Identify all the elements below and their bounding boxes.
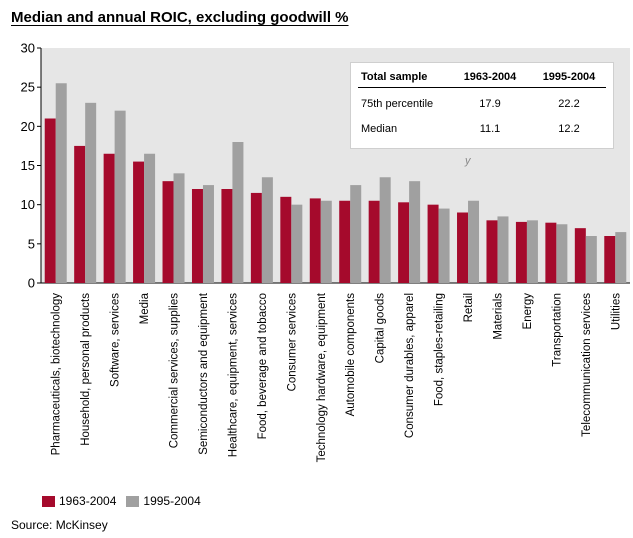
bar-series-1 [74,145,86,283]
x-tick-label: Media [139,292,151,324]
x-tick-label: Pharmaceuticals, biotechnology [51,293,63,456]
bar-series-1 [574,228,586,283]
bar-series-2 [144,153,156,283]
x-tick-label: Utilities [610,293,622,330]
y-tick-label: 5 [28,236,35,251]
x-tick-label: Automobile components [345,293,357,417]
bar-series-2 [85,102,97,283]
stats-header-period-2: 1995-2004 [542,71,596,83]
bar-series-2 [556,224,568,283]
stats-header-label: Total sample [361,71,428,83]
x-tick-label: Commercial services, supplies [169,293,181,449]
bar-series-1 [280,196,292,283]
legend-label: 1963-2004 [59,494,117,508]
legend-label: 1995-2004 [143,494,201,508]
x-tick-label: Consumer durables, apparel [404,293,416,438]
stats-divider [358,87,606,88]
bar-series-2 [379,177,391,283]
bar-series-1 [604,236,616,283]
bar-series-2 [497,216,509,283]
stats-cell: 17.9 [479,98,501,110]
x-tick-label: Technology hardware, equipment [316,292,328,462]
x-tick-label: Transportation [551,293,563,367]
stats-cell: 11.1 [479,123,501,135]
x-tick-label: Materials [492,293,504,340]
legend-item-1963-2004: 1963-2004 [42,494,116,508]
x-tick-label: Food, staples-retailing [434,293,446,406]
bar-series-1 [191,189,203,283]
bar-series-2 [55,83,67,283]
x-tick-label: Household, personal products [80,293,92,446]
bar-series-1 [162,181,174,283]
stats-row-label: 75th percentile [361,98,434,110]
bar-series-1 [427,204,439,283]
bar-series-1 [44,118,56,283]
bar-series-1 [486,220,498,283]
bar-series-2 [350,185,362,283]
bar-series-1 [309,198,321,283]
bar-series-2 [468,200,480,283]
bar-series-2 [409,181,421,283]
bar-series-2 [615,232,627,283]
stats-header-period-1: 1963-2004 [463,71,517,83]
bar-series-1 [250,192,262,283]
x-tick-label: Consumer services [286,293,298,392]
legend-swatch [42,495,55,507]
bar-series-2 [320,200,332,283]
bar-series-1 [133,161,145,283]
x-tick-label: Healthcare, equipment, services [227,293,239,458]
bar-series-2 [232,142,244,283]
bar-series-2 [114,110,126,284]
stats-cell: 12.2 [558,123,580,135]
stats-row-label: Median [361,123,398,135]
bar-series-1 [103,153,115,283]
legend-item-1995-2004: 1995-2004 [126,494,201,508]
x-tick-label: Energy [522,293,534,330]
bar-series-2 [438,208,450,283]
bar-series-1 [221,189,233,283]
bars [44,83,627,284]
summary-stats-table: Total sample 1963-2004 1995-2004 75th pe… [350,62,614,149]
bar-series-1 [515,221,527,283]
stray-mark: y [464,155,472,167]
bar-series-2 [261,177,273,283]
bar-series-2 [202,185,214,283]
stats-header-row: Total sample 1963-2004 1995-2004 [351,71,613,91]
bar-series-1 [545,222,557,283]
y-tick-label: 20 [21,119,35,134]
stats-cell: 22.2 [558,98,580,110]
bar-series-2 [291,204,303,283]
stats-row-75th: 75th percentile 17.9 22.2 [351,98,613,118]
bar-series-1 [368,200,380,283]
y-tick-label: 25 [21,80,35,95]
bar-series-1 [339,200,351,283]
bar-series-1 [457,212,469,283]
y-tick-label: 10 [21,197,35,212]
x-tick-label: Capital goods [375,293,387,364]
y-tick-label: 0 [28,276,35,291]
x-tick-label: Software, services [110,293,122,387]
x-axis-labels: Pharmaceuticals, biotechnology Household,… [51,292,623,462]
legend-swatch [126,495,140,507]
x-tick-label: Semiconductors and equipment [198,292,210,455]
source-note: Source: McKinsey [11,518,108,532]
bar-series-2 [585,236,597,283]
x-tick-label: Food, beverage and tobacco [257,293,269,439]
bar-series-1 [398,202,410,283]
bar-series-2 [526,220,538,283]
y-tick-label: 15 [21,158,35,173]
x-tick-label: Retail [463,293,475,322]
x-tick-label: Telecommunication services [581,293,593,437]
stats-row-median: Median 11.1 12.2 [351,123,613,143]
chart-title: Median and annual ROIC, excluding goodwi… [11,9,349,26]
y-tick-label: 30 [21,41,35,56]
legend: 1963-2004 1995-2004 [42,494,211,508]
bar-series-2 [173,173,185,283]
